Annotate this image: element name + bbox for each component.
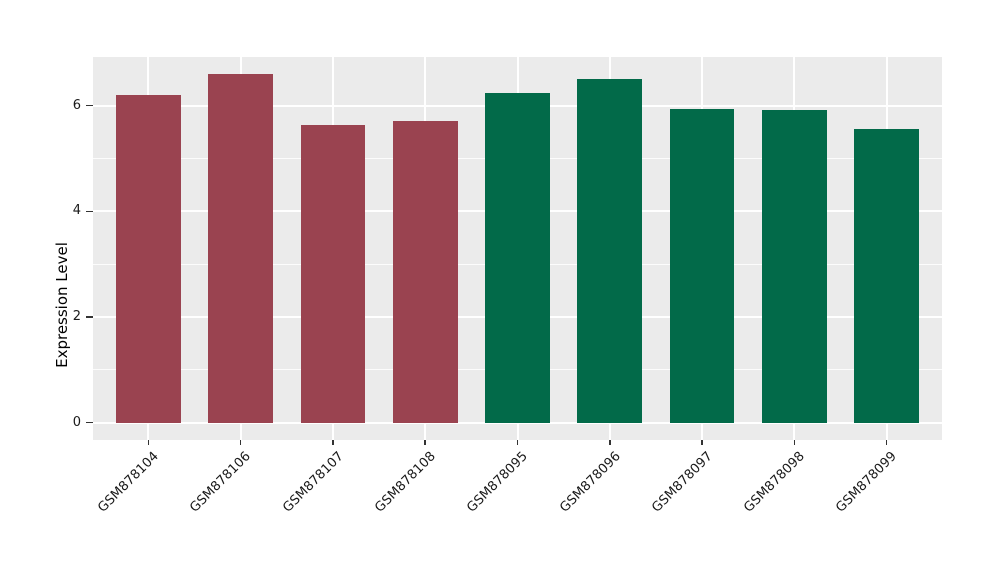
y-tick-mark: [86, 421, 93, 424]
x-tick-label: GSM878098: [741, 449, 808, 516]
x-tick-mark: [885, 440, 888, 445]
x-tick-label: GSM878096: [556, 449, 624, 516]
bar: [392, 120, 458, 423]
y-tick-label: 6: [72, 97, 81, 113]
x-tick-label: GSM878097: [649, 449, 716, 516]
y-tick-label: 4: [72, 203, 81, 219]
y-tick-mark: [86, 316, 93, 318]
x-tick-mark: [516, 440, 519, 445]
bar: [300, 125, 366, 423]
x-tick-mark: [147, 440, 150, 445]
x-tick-label: GSM878107: [279, 449, 347, 516]
x-tick-mark: [793, 440, 796, 445]
bar: [854, 129, 919, 423]
bar: [762, 110, 827, 423]
bar: [485, 92, 550, 423]
y-tick-label: 0: [72, 414, 81, 430]
x-tick-label: GSM878099: [833, 449, 901, 516]
bar: [208, 73, 273, 423]
x-tick-mark: [424, 440, 426, 445]
x-tick-mark: [332, 440, 334, 445]
y-tick-label: 2: [72, 308, 81, 324]
bar: [116, 95, 181, 423]
x-tick-label: GSM878108: [372, 449, 439, 516]
x-tick-label: GSM878095: [464, 449, 532, 516]
x-tick-mark: [239, 440, 242, 445]
bar: [669, 109, 735, 423]
x-tick-label: GSM878104: [95, 449, 162, 516]
y-tick-mark: [86, 210, 93, 212]
y-axis-title: Expression Level: [53, 242, 71, 368]
y-tick-mark: [86, 104, 93, 107]
x-tick-mark: [701, 440, 703, 445]
bar: [577, 79, 643, 423]
x-tick-mark: [609, 440, 611, 445]
x-tick-label: GSM878106: [187, 449, 255, 516]
